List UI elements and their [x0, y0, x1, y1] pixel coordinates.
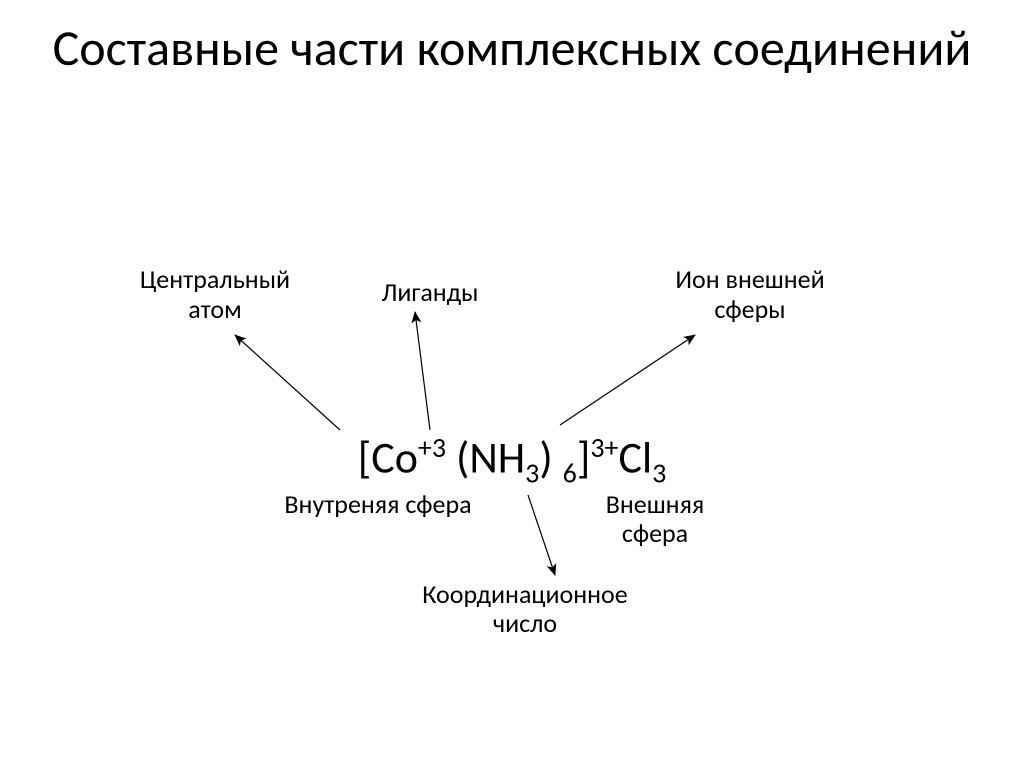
- complex-charge: 3+: [590, 430, 618, 465]
- ligand-close: ): [539, 431, 562, 485]
- label-ligands: Лиганды: [350, 278, 510, 308]
- ligand-sub: 3: [525, 455, 539, 490]
- label-inner-sphere: Внутреняя сфера: [268, 490, 488, 519]
- arrows-layer: [0, 0, 1024, 767]
- label-central-atom: Центральный атом: [120, 265, 310, 325]
- arrow: [415, 312, 430, 430]
- arrow: [528, 495, 555, 575]
- ligand-open: (NH: [446, 431, 525, 485]
- bracket-open: [: [358, 431, 372, 485]
- chemical-formula: [Co+3 (NH3) 6]3+Cl3: [0, 430, 1024, 490]
- arrow: [560, 335, 695, 425]
- counter-sub: 3: [652, 455, 666, 490]
- coord-number: 6: [563, 455, 577, 490]
- slide: Составные части комплексных соединений Ц…: [0, 0, 1024, 767]
- slide-title: Составные части комплексных соединений: [0, 20, 1024, 78]
- bracket-close: ]: [577, 431, 591, 485]
- metal-symbol: Co: [371, 431, 418, 485]
- metal-charge: +3: [418, 430, 446, 465]
- label-outer-ion: Ион внешней сферы: [640, 265, 860, 325]
- label-coord-number: Координационное число: [395, 580, 655, 637]
- counter-ion: Cl: [619, 431, 653, 485]
- label-outer-sphere: Внешняя сфера: [575, 490, 735, 547]
- arrow: [235, 335, 340, 430]
